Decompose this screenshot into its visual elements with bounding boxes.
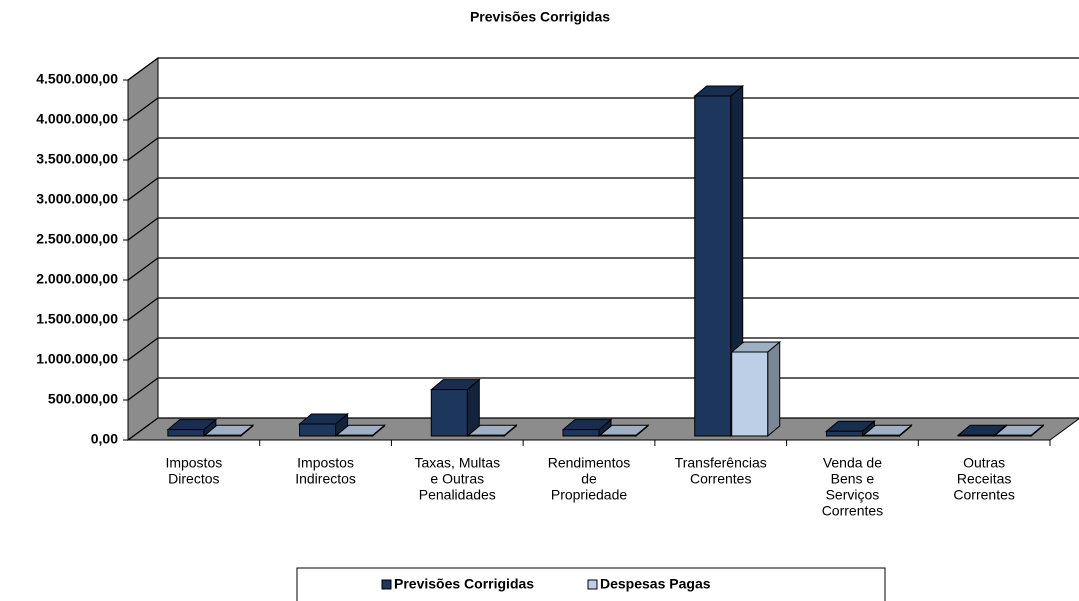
- y-tick-label: 1.000.000,00: [36, 351, 118, 367]
- bar: [731, 351, 769, 437]
- x-tick-label: Correntes: [690, 471, 751, 487]
- grid-line: [127, 217, 1079, 241]
- bar: [336, 434, 374, 437]
- bar: [825, 430, 863, 437]
- bar: [862, 434, 900, 437]
- x-tick-label: e Outras: [430, 471, 484, 487]
- y-tick-label: 0,00: [91, 431, 118, 447]
- chart-title: Previsões Corrigidas: [470, 9, 610, 25]
- y-tick-label: 4.500.000,00: [36, 71, 118, 87]
- x-tick-label: Propriedade: [551, 487, 627, 503]
- legend-label: Despesas Pagas: [600, 576, 711, 592]
- grid-line: [127, 297, 1079, 321]
- legend-label: Previsões Corrigidas: [394, 576, 534, 592]
- grid-line: [127, 257, 1079, 281]
- y-tick-label: 500.000,00: [48, 391, 118, 407]
- bar: [599, 434, 637, 437]
- x-tick-label: Indirectos: [295, 471, 356, 487]
- grid-line: [127, 137, 1079, 161]
- grid-line: [127, 57, 1079, 81]
- bar: [562, 429, 600, 437]
- y-tick-label: 2.000.000,00: [36, 271, 118, 287]
- x-tick-label: Impostos: [297, 455, 354, 471]
- bar: [694, 95, 732, 437]
- bar: [994, 434, 1032, 437]
- x-tick-label: Serviços: [826, 487, 880, 503]
- y-tick-label: 1.500.000,00: [36, 311, 118, 327]
- y-tick-label: 4.000.000,00: [36, 111, 118, 127]
- x-tick-label: Bens e: [831, 471, 875, 487]
- bar: [167, 429, 205, 437]
- x-tick-label: Transferências: [675, 455, 767, 471]
- grid-line: [127, 97, 1079, 121]
- bar: [430, 389, 468, 437]
- x-tick-label: de: [581, 471, 597, 487]
- x-tick-label: Receitas: [957, 471, 1011, 487]
- y-tick-label: 3.000.000,00: [36, 191, 118, 207]
- bar: [204, 434, 242, 437]
- y-tick-label: 2.500.000,00: [36, 231, 118, 247]
- grid-line: [127, 337, 1079, 361]
- x-tick-label: Directos: [168, 471, 219, 487]
- y-tick-label: 3.500.000,00: [36, 151, 118, 167]
- bar: [467, 434, 505, 437]
- x-tick-label: Outras: [963, 455, 1005, 471]
- x-tick-label: Penalidades: [419, 487, 496, 503]
- bar-side: [767, 340, 781, 438]
- grid-line: [127, 177, 1079, 201]
- x-tick-label: Impostos: [165, 455, 222, 471]
- x-tick-label: Rendimentos: [548, 455, 631, 471]
- x-tick-label: Correntes: [822, 503, 883, 519]
- legend-swatch: [381, 579, 392, 590]
- legend-swatch: [587, 579, 598, 590]
- x-tick-label: Venda de: [823, 455, 882, 471]
- back-wall: [157, 57, 1079, 419]
- x-tick-label: Taxas, Multas: [414, 455, 500, 471]
- x-tick-label: Correntes: [953, 487, 1014, 503]
- bar: [299, 423, 337, 437]
- bar: [957, 434, 995, 437]
- side-wall: [127, 57, 159, 441]
